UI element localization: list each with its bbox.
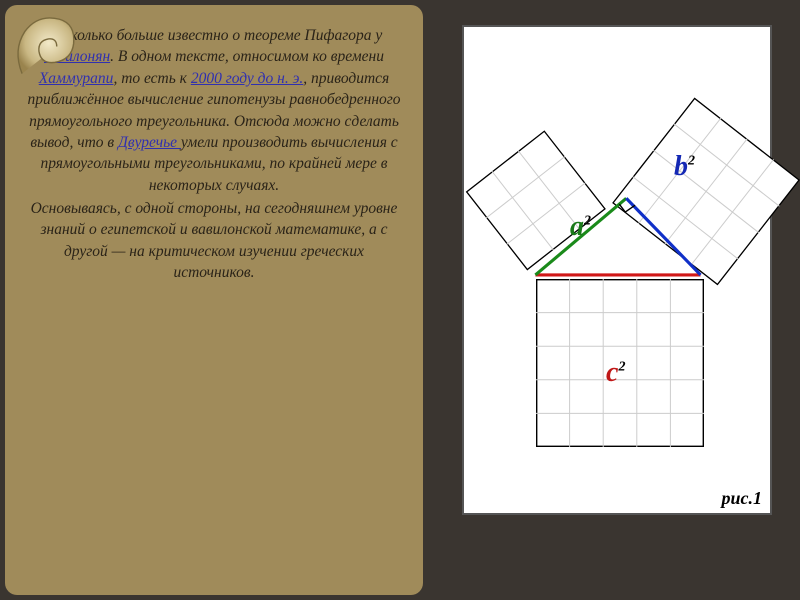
triangle-sides bbox=[474, 41, 760, 503]
text-frag: Несколько больше известно о теореме Пифа… bbox=[46, 27, 383, 44]
label-b-squared: b2 bbox=[674, 151, 695, 183]
scroll-decoration-icon bbox=[8, 8, 83, 83]
figure-caption: рис.1 bbox=[722, 488, 763, 509]
text-frag: , то есть к bbox=[113, 70, 190, 87]
text-panel: Несколько больше известно о теореме Пифа… bbox=[5, 5, 423, 595]
figure-panel: a2 b2 c2 рис.1 bbox=[462, 25, 772, 515]
link-2000bc[interactable]: 2000 году до н. э. bbox=[191, 70, 303, 87]
label-a-squared: a2 bbox=[570, 211, 591, 243]
pythagoras-diagram: a2 b2 c2 bbox=[474, 41, 760, 503]
label-c-squared: c2 bbox=[606, 357, 625, 389]
link-mesopotamia[interactable]: Двуречье bbox=[118, 134, 181, 151]
text-frag: . В одном тексте, относимом ко времени bbox=[110, 48, 384, 65]
paragraph-2: Основываясь, с одной стороны, на сегодня… bbox=[23, 198, 405, 284]
